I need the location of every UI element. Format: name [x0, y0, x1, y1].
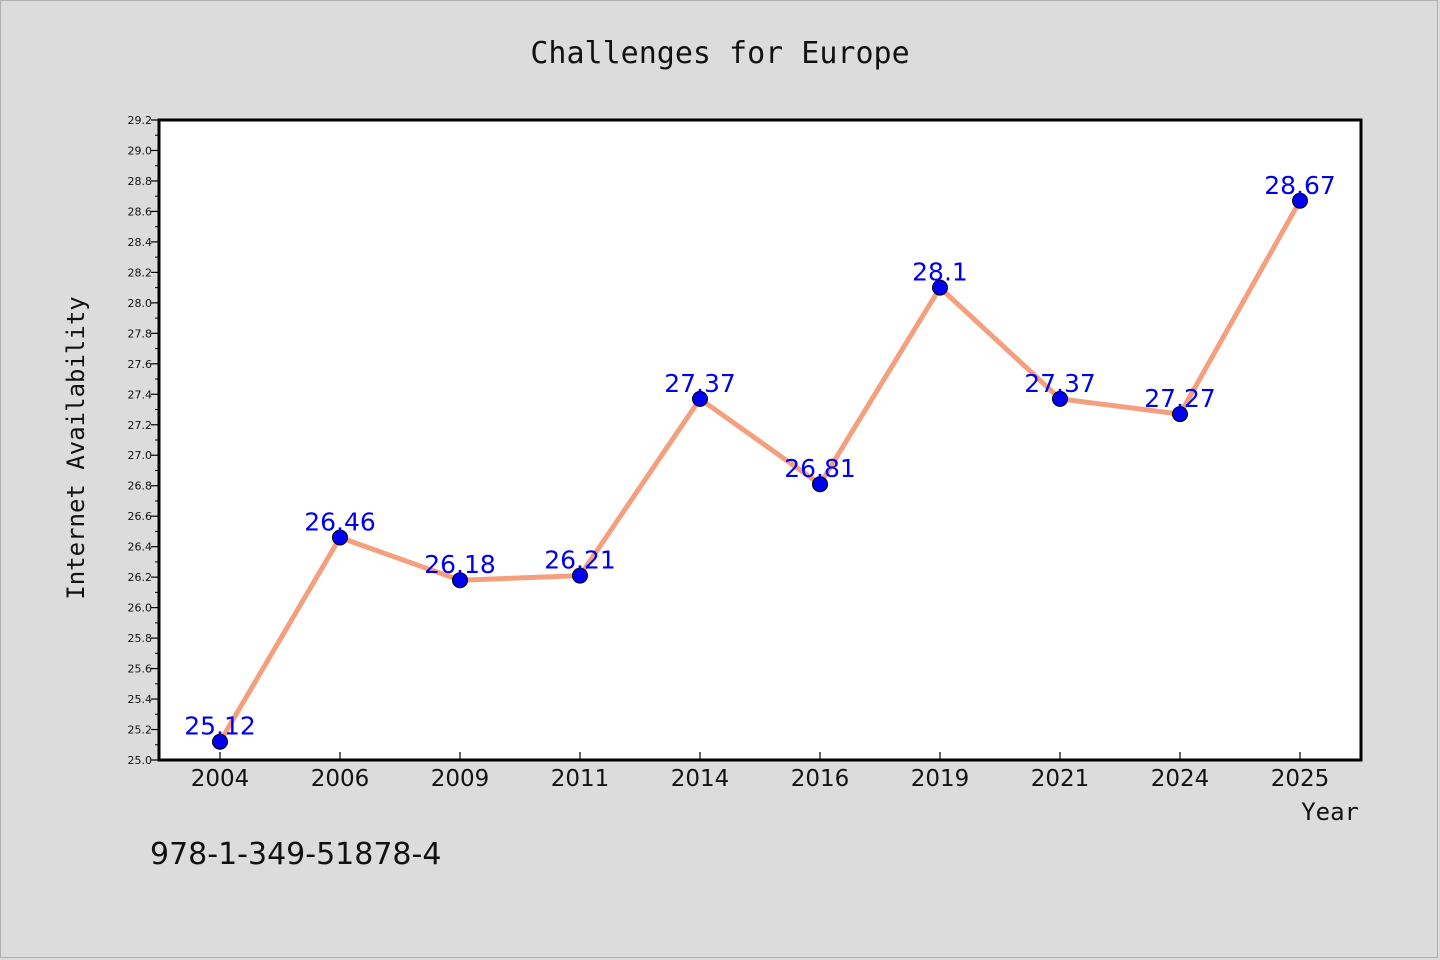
- data-label: 27.37: [1024, 369, 1096, 398]
- y-tick-label: 27.4: [128, 388, 153, 401]
- x-tick-label: 2016: [791, 766, 850, 792]
- markers-group: [212, 192, 1308, 750]
- data-label: 26.46: [304, 508, 376, 537]
- y-tick-label: 26.8: [128, 480, 153, 493]
- x-axis-label: Year: [1301, 798, 1359, 826]
- y-tick-label: 27.6: [128, 358, 153, 371]
- data-label: 25.12: [184, 712, 256, 741]
- data-point: [332, 529, 348, 546]
- isbn-label: 978-1-349-51878-4: [150, 837, 441, 872]
- y-tick-label: 27.8: [128, 327, 153, 340]
- x-tick-label: 2025: [1271, 766, 1330, 792]
- data-point: [692, 390, 708, 407]
- data-label: 26.18: [424, 550, 496, 579]
- data-label: 28.1: [912, 258, 968, 287]
- y-tick-label: 27.2: [128, 419, 153, 432]
- data-point: [812, 476, 828, 493]
- y-tick-label: 25.8: [128, 632, 153, 645]
- x-axis: 2004 2006 2009 2011 2014 2016 2019 2021 2024 2025: [191, 752, 1330, 792]
- y-tick-label: 26.2: [128, 571, 153, 584]
- x-tick-label: 2024: [1151, 766, 1210, 792]
- data-label: 27.37: [664, 369, 736, 398]
- plot-area: [157, 118, 1363, 762]
- y-tick-label: 28.8: [128, 175, 153, 188]
- data-labels-group: 25.12 26.46 26.18 26.21 27.37 26.81 28.1 27.37 2…: [184, 171, 1336, 741]
- y-tick-label: 26.4: [128, 541, 153, 554]
- y-tick-label: 28.6: [128, 205, 153, 218]
- y-tick-label: 26.0: [128, 602, 153, 615]
- x-tick-label: 2021: [1031, 766, 1090, 792]
- data-point: [932, 279, 948, 296]
- chart-title: Challenges for Europe: [530, 36, 909, 71]
- data-point: [1172, 406, 1188, 423]
- data-point: [212, 733, 228, 750]
- x-tick-label: 2014: [671, 766, 730, 792]
- data-label: 26.81: [784, 454, 856, 483]
- data-label: 28.67: [1264, 171, 1336, 200]
- series-line-group: [217, 198, 1303, 745]
- series-line: [217, 198, 1303, 745]
- x-tick-label: 2009: [431, 766, 490, 792]
- data-point: [572, 567, 588, 584]
- x-tick-label: 2006: [311, 766, 370, 792]
- x-tick-label: 2011: [551, 766, 610, 792]
- data-point: [1052, 390, 1068, 407]
- data-point: [1292, 192, 1308, 209]
- y-tick-label: 25.0: [128, 754, 153, 767]
- y-tick-label: 25.6: [128, 663, 153, 676]
- data-label: 26.21: [544, 546, 616, 575]
- data-point: [452, 572, 468, 589]
- y-tick-label: 28.4: [128, 236, 153, 249]
- y-tick-label: 28.2: [128, 266, 153, 279]
- y-tick-label: 25.4: [128, 693, 153, 706]
- y-tick-label: 29.2: [128, 114, 153, 127]
- y-axis: 25.0 25.2 25.4 25.6 25.8 26.0 26.2 26.4 26.6 26.8…: [128, 114, 159, 767]
- x-tick-label: 2004: [191, 766, 250, 792]
- y-tick-label: 25.2: [128, 724, 153, 737]
- y-tick-label: 28.0: [128, 297, 153, 310]
- y-tick-label: 26.6: [128, 510, 153, 523]
- y-tick-label: 29.0: [128, 144, 153, 157]
- x-tick-label: 2019: [911, 766, 970, 792]
- data-label: 27.27: [1144, 384, 1216, 413]
- y-axis-label: Internet Availability: [62, 296, 90, 599]
- y-tick-label: 27.0: [128, 449, 153, 462]
